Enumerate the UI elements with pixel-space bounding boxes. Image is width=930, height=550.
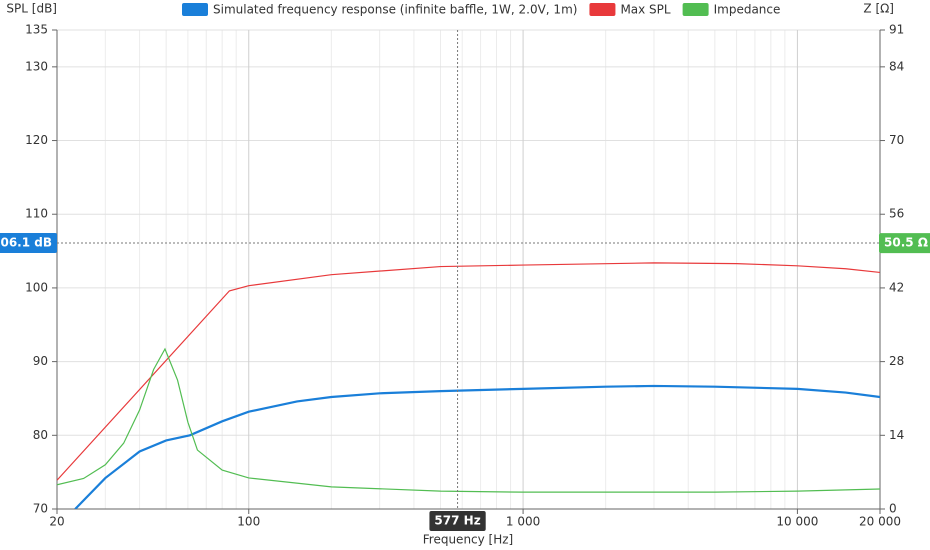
y-tick-label: 70	[33, 502, 48, 516]
y2-tick-label: 14	[889, 428, 904, 442]
crosshair-x-label-group: 577 Hz	[429, 511, 486, 531]
y-tick-label: 135	[25, 23, 48, 37]
y-tick-label: 130	[25, 59, 48, 73]
legend-label: Impedance	[714, 3, 781, 17]
legend-label: Max SPL	[620, 3, 670, 17]
y2-tick-label: 91	[889, 23, 904, 37]
y2-tick-label: 28	[889, 354, 904, 368]
y2-tick-label: 56	[889, 207, 904, 221]
crosshair-y-label-group: 106.1 dB	[0, 232, 57, 253]
legend-swatch	[182, 3, 208, 16]
crosshair-x-label: 577 Hz	[434, 514, 480, 528]
y2-tick-label: 42	[889, 280, 904, 294]
crosshair-x-label-bg	[429, 511, 486, 531]
x-tick-label: 20	[49, 515, 64, 529]
x-tick-label: 20 000	[859, 515, 901, 529]
crosshair-y2-label-group: 50.5 Ω	[879, 233, 930, 254]
y2-axis-title: Z [Ω]	[863, 2, 894, 16]
series-line	[74, 384, 880, 509]
y2-tick-label: 70	[889, 133, 904, 147]
legend-label: Simulated frequency response (infinite b…	[213, 3, 577, 17]
crosshair-y2-label: 50.5 Ω	[884, 236, 928, 250]
x-tick-label: 10 000	[776, 515, 818, 529]
y-tick-label: 80	[33, 428, 48, 442]
y-axis-title: SPL [dB]	[6, 2, 57, 16]
x-tick-label: 1 000	[506, 515, 540, 529]
y-tick-label: 100	[25, 280, 48, 294]
y-tick-label: 110	[25, 207, 48, 221]
y2-tick-label: 84	[889, 59, 904, 73]
series-line	[57, 347, 880, 493]
legend-swatch	[589, 3, 616, 16]
series-line	[57, 262, 880, 481]
crosshair-y-label: 106.1 dB	[0, 235, 52, 249]
crosshair-y-label-bg	[0, 232, 57, 253]
y-tick-label: 120	[25, 133, 48, 147]
crosshair-y2-label-bg	[879, 233, 930, 254]
x-axis-title: Frequency [Hz]	[423, 533, 514, 547]
x-tick-label: 100	[237, 515, 260, 529]
y2-tick-label: 0	[889, 502, 897, 516]
legend-swatch	[682, 3, 709, 16]
y-tick-label: 90	[33, 354, 48, 368]
legend: Simulated frequency response (infinite b…	[182, 3, 780, 17]
